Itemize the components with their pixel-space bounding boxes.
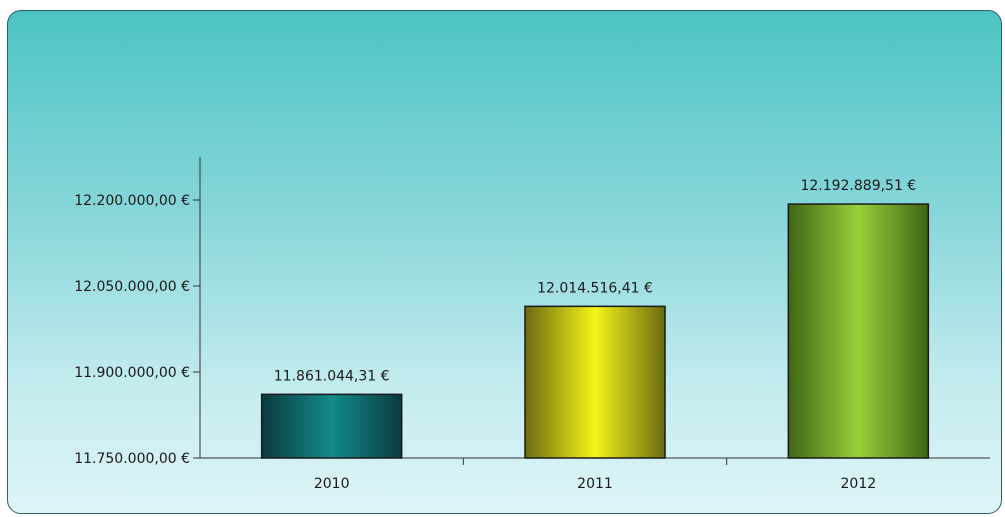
bar-2012 (787, 203, 930, 459)
y-tick-label: 11.750.000,00 € (74, 451, 190, 467)
bar-2011 (524, 305, 666, 459)
x-tick-label-2011: 2011 (577, 476, 613, 492)
bar-2010 (260, 393, 403, 459)
x-tick-label-2010: 2010 (314, 476, 350, 492)
data-label-2012: 12.192.889,51 € (800, 178, 916, 194)
y-tick-label: 12.050.000,00 € (74, 279, 190, 295)
data-label-2011: 12.014.516,41 € (537, 280, 653, 296)
x-tick-label-2012: 2012 (841, 476, 877, 492)
data-label-2010: 11.861.044,31 € (274, 368, 390, 384)
y-tick-label: 11.900.000,00 € (74, 365, 190, 381)
y-tick-label: 12.200.000,00 € (74, 193, 190, 209)
